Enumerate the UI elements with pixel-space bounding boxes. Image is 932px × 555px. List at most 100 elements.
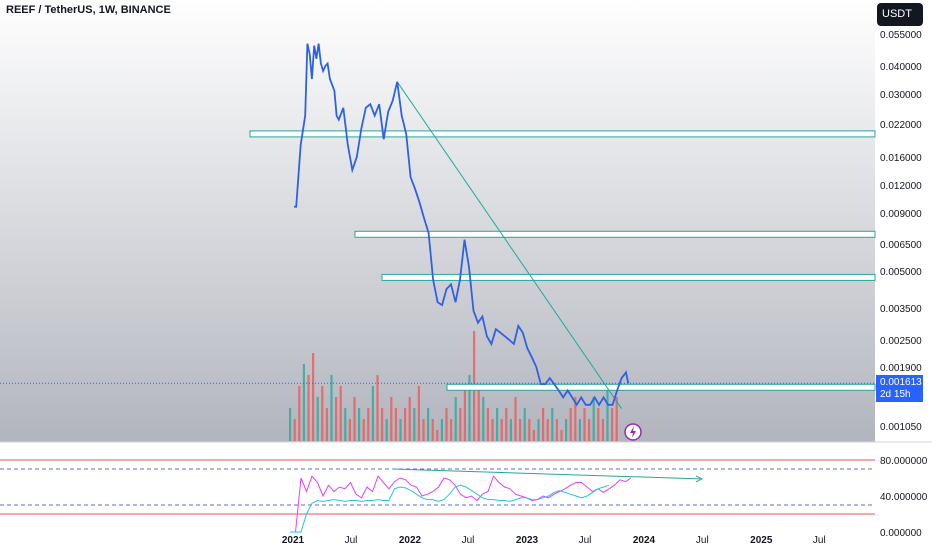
volume-bar: [417, 386, 420, 441]
price-axis-tick-label: 0.009000: [880, 209, 922, 220]
volume-bar: [312, 353, 315, 441]
rsi-axis-tick-label: 40.000000: [880, 492, 928, 503]
volume-bar: [601, 419, 604, 441]
volume-bar: [486, 408, 489, 441]
time-axis-tick-label: Jul: [462, 535, 475, 546]
horizontal-level-band: [354, 230, 876, 238]
time-axis-tick-label: 2025: [750, 535, 773, 546]
volume-bar: [583, 408, 586, 441]
axes: 0.055000 0.040000 0.030000 0.022000 0.016000…: [282, 30, 928, 546]
price-axis-tick-label: 0.001050: [880, 422, 922, 433]
rsi-indicator: [0, 459, 875, 533]
volume-bar: [597, 408, 600, 441]
volume-bar: [362, 419, 365, 441]
volume-bar: [376, 375, 379, 441]
volume-bar: [371, 386, 374, 441]
time-axis-tick-label: 2021: [282, 535, 305, 546]
volume-bar: [348, 419, 351, 441]
price-series-line: [294, 43, 630, 407]
volume-bar: [330, 375, 333, 441]
volume-bar: [519, 419, 522, 441]
volume-bar: [413, 408, 416, 441]
volume-bar: [482, 397, 485, 441]
rsi-axis-tick-label: 0.000000: [880, 528, 922, 539]
volume-bar: [344, 408, 347, 441]
volume-bar: [408, 397, 411, 441]
volume-bar: [427, 408, 430, 441]
alert-marker[interactable]: [624, 423, 642, 441]
horizontal-level-band: [381, 273, 876, 281]
volume-bar: [353, 397, 356, 441]
lightning-bolt-glyph: [630, 426, 636, 438]
rsi-divergence-arrowhead: [695, 475, 704, 483]
volume-bar: [298, 386, 301, 441]
volume-bar: [560, 430, 563, 441]
support-resistance-levels: [0, 130, 876, 391]
volume-bar: [450, 419, 453, 441]
volume-bar: [394, 408, 397, 441]
rsi-pane-background: [0, 442, 875, 532]
volume-bar: [542, 408, 545, 441]
volume-bar: [358, 408, 361, 441]
volume-bar: [321, 386, 324, 441]
volume-bar: [316, 397, 319, 441]
horizontal-level-band: [249, 130, 876, 138]
volume-bar: [528, 419, 531, 441]
volume-bar: [569, 408, 572, 441]
volume-bar: [445, 408, 448, 441]
volume-bar: [307, 375, 310, 441]
price-axis-tick-label: 0.002500: [880, 336, 922, 347]
volume-bar: [611, 408, 614, 441]
volume-bar: [325, 408, 328, 441]
volume-bar: [551, 408, 554, 441]
bar-countdown: 2d 15h: [880, 389, 911, 400]
volume-bar: [454, 397, 457, 441]
price-axis-tick-label: 0.012000: [880, 181, 922, 192]
volume-bar: [565, 419, 568, 441]
volume-bar: [496, 408, 499, 441]
volume-bar: [339, 386, 342, 441]
time-axis-tick-label: 2022: [399, 535, 422, 546]
time-axis-tick-label: Jul: [813, 535, 826, 546]
time-axis-tick-label: Jul: [696, 535, 709, 546]
volume-bar: [546, 419, 549, 441]
volume-bar: [574, 397, 577, 441]
time-axis-tick-label: 2024: [633, 535, 656, 546]
price-axis-tick-label: 0.003500: [880, 304, 922, 315]
rsi-axis-tick-label: 80.000000: [880, 456, 928, 467]
volume-bar: [459, 408, 462, 441]
volume-bar: [615, 397, 618, 441]
price-axis-tick-label: 0.022000: [880, 120, 922, 131]
symbol-title: REEF / TetherUS, 1W, BINANCE: [6, 4, 171, 16]
volume-bar: [404, 408, 407, 441]
volume-bar: [399, 419, 402, 441]
time-axis-tick-label: 2023: [516, 535, 539, 546]
price-pane-background: [0, 0, 875, 442]
price-axis-tick-label: 0.006500: [880, 240, 922, 251]
volume-bar: [422, 419, 425, 441]
volume-bar: [532, 430, 535, 441]
volume-bar: [440, 419, 443, 441]
volume-bar: [390, 397, 393, 441]
price-axis-tick-label: 0.040000: [880, 62, 922, 73]
volume-bar: [606, 386, 609, 441]
volume-bar: [592, 397, 595, 441]
time-axis-tick-label: Jul: [579, 535, 592, 546]
volume-bar: [289, 408, 292, 441]
volume-bar: [588, 419, 591, 441]
current-price-badge: 0.001613 2d 15h: [876, 375, 923, 402]
volume-bar: [537, 419, 540, 441]
volume-bar: [335, 397, 338, 441]
volume-bars: [289, 331, 618, 441]
volume-bar: [477, 386, 480, 441]
rsi-divergence-line: [391, 468, 701, 480]
trend-line: [396, 81, 623, 409]
volume-bar: [509, 419, 512, 441]
volume-bar: [367, 408, 370, 441]
volume-bar: [491, 419, 494, 441]
currency-unit-button[interactable]: USDT: [877, 3, 923, 26]
price-axis-tick-label: 0.005000: [880, 267, 922, 278]
volume-bar: [463, 386, 466, 441]
volume-bar: [514, 397, 517, 441]
